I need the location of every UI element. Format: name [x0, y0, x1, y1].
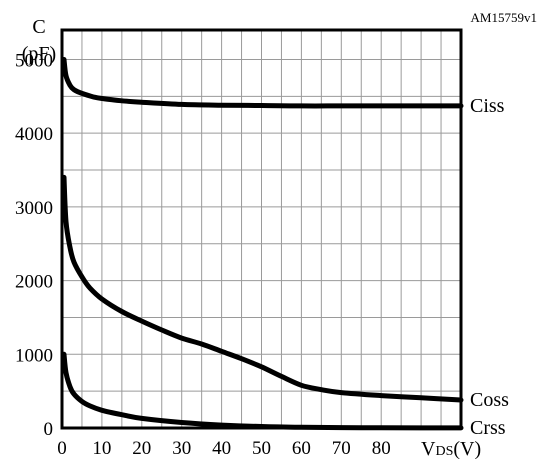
- series-crss-label: Crss: [470, 417, 506, 439]
- x-tick-label: 60: [292, 438, 311, 459]
- y-tick-label: 0: [44, 419, 54, 440]
- figure-id: AM15759v1: [471, 10, 537, 25]
- series-ciss-label: Ciss: [470, 95, 505, 117]
- series-ciss-line: [61, 57, 464, 109]
- y-axis-label-unit: (pF): [22, 43, 56, 65]
- grid: [62, 30, 461, 428]
- x-tick-label: 0: [57, 438, 67, 459]
- y-tick-label: 1000: [15, 345, 53, 366]
- y-tick-label: 3000: [15, 198, 53, 219]
- x-tick-label: 10: [92, 438, 111, 459]
- y-tick-label: 4000: [15, 124, 53, 145]
- x-tick-label: 50: [252, 438, 271, 459]
- x-tick-label: 20: [132, 438, 151, 459]
- x-axis-label-unit: (V): [453, 438, 481, 459]
- y-tick-label: 2000: [15, 272, 53, 293]
- x-tick-label: 40: [212, 438, 231, 459]
- series-coss-line: [61, 174, 464, 403]
- x-axis-label-sub: DS: [435, 444, 453, 459]
- x-axis-label-main: V: [421, 438, 436, 459]
- y-axis-label-symbol: C: [32, 16, 45, 38]
- series-coss-label: Coss: [470, 389, 509, 411]
- x-tick-label: 70: [332, 438, 351, 459]
- x-tick-label: 80: [372, 438, 391, 459]
- x-tick-label: 30: [172, 438, 191, 459]
- x-axis-label: VDS(V): [421, 438, 481, 459]
- tick-labels: 0 10 20 30 40 50 60 70 80 0 1000 2000 3000 4000 5000: [15, 50, 391, 459]
- series-labels: Ciss Coss Crss: [470, 95, 509, 439]
- plot-frame: [60, 28, 463, 430]
- y-tick-label: 5000: [15, 50, 53, 71]
